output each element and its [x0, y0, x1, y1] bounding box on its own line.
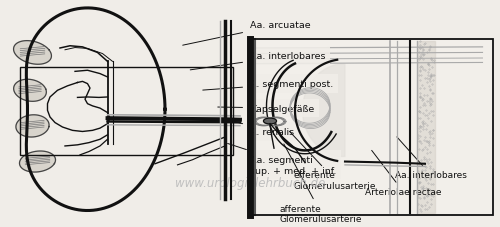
Text: Aa. interlobares: Aa. interlobares — [395, 137, 467, 180]
Text: Aa. interlobares: Aa. interlobares — [190, 52, 326, 71]
Text: Kapselgefäße: Kapselgefäße — [218, 104, 314, 113]
Text: efferente
Glomerulusarterie: efferente Glomerulusarterie — [290, 132, 376, 190]
Bar — [249, 40, 492, 215]
Circle shape — [264, 118, 276, 124]
Text: A. segmenti post.: A. segmenti post. — [203, 80, 333, 91]
Polygon shape — [249, 40, 492, 215]
Text: www.urologielehrbuch.de: www.urologielehrbuch.de — [175, 176, 325, 189]
Text: Aa. segmenti
sup. + med. + inf.: Aa. segmenti sup. + med. + inf. — [228, 144, 336, 175]
Polygon shape — [20, 151, 56, 172]
Polygon shape — [302, 65, 345, 157]
Polygon shape — [16, 115, 49, 137]
Polygon shape — [14, 42, 52, 65]
Polygon shape — [14, 80, 46, 102]
Bar — [20, 68, 233, 155]
Text: Arteriolae rectae: Arteriolae rectae — [365, 151, 442, 196]
Text: afferente
Glomerulusarterie: afferente Glomerulusarterie — [280, 144, 362, 223]
Text: A. renalis: A. renalis — [232, 121, 294, 136]
Text: Aa. arcuatae: Aa. arcuatae — [182, 21, 310, 46]
Polygon shape — [418, 42, 435, 213]
